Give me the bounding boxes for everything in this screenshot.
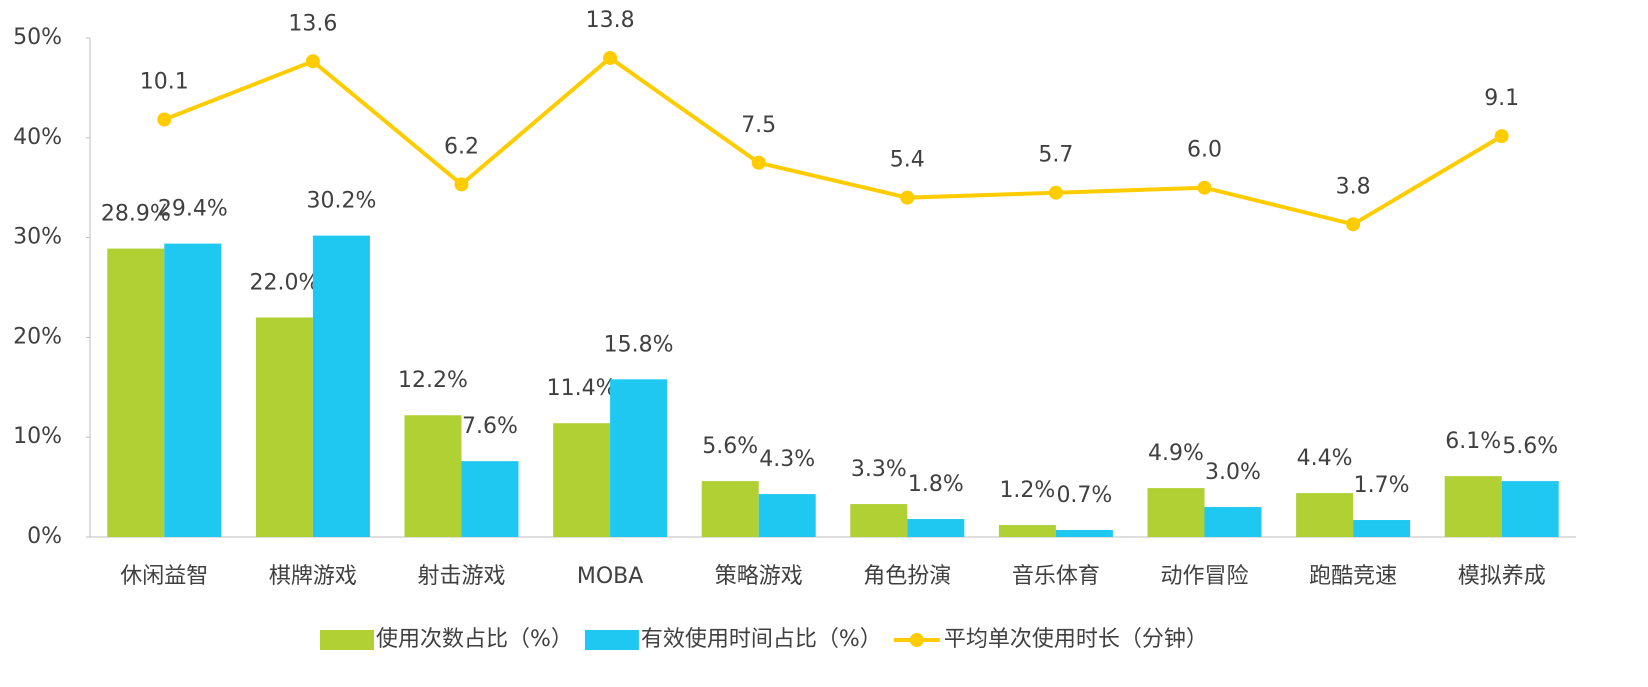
line-point [157, 112, 172, 127]
bar [610, 379, 668, 537]
legend-swatch [584, 630, 639, 650]
bar [1055, 530, 1113, 537]
legend-swatch [909, 633, 924, 647]
data-label: 3.8 [1336, 174, 1371, 199]
data-label: 6.2 [444, 134, 479, 159]
data-label: 6.1% [1445, 429, 1501, 454]
x-tick-label: 休闲益智 [120, 564, 208, 589]
line-point [603, 50, 618, 65]
x-tick-label: MOBA [577, 564, 643, 589]
bar [701, 481, 759, 537]
bar [1444, 476, 1502, 537]
line-point [1494, 129, 1509, 144]
x-tick-label: 角色扮演 [863, 564, 951, 589]
y-tick-label: 30% [13, 225, 62, 250]
data-label: 5.6% [1502, 434, 1558, 459]
data-label: 13.8 [586, 8, 635, 33]
y-tick-label: 40% [13, 125, 62, 150]
y-tick-label: 20% [13, 324, 62, 349]
legend-label: 使用次数占比（%） [376, 627, 573, 652]
line-point [1197, 180, 1212, 195]
data-label: 1.7% [1354, 473, 1410, 498]
bar [312, 235, 370, 537]
x-tick-label: 策略游戏 [715, 564, 803, 589]
bar [164, 243, 222, 537]
x-tick-label: 跑酷竞速 [1309, 564, 1397, 589]
bar [461, 461, 519, 537]
y-tick-label: 0% [27, 524, 62, 549]
data-label: 30.2% [306, 189, 376, 214]
legend-swatch [320, 630, 374, 650]
bar [1296, 493, 1354, 537]
bar [907, 519, 965, 537]
bar [758, 494, 816, 537]
bar [1204, 507, 1262, 537]
data-label: 1.2% [999, 478, 1055, 503]
data-label: 29.4% [158, 197, 228, 222]
legend-label: 平均单次使用时长（分钟） [944, 627, 1208, 652]
data-label: 4.9% [1148, 441, 1204, 466]
data-label: 0.7% [1056, 483, 1112, 508]
bar [553, 423, 611, 537]
data-label: 1.8% [908, 472, 964, 497]
data-label: 10.1 [140, 70, 189, 95]
line-point [900, 190, 915, 205]
x-tick-label: 模拟养成 [1458, 564, 1546, 589]
bar [1147, 488, 1205, 537]
data-label: 11.4% [547, 376, 617, 401]
line-point [1346, 217, 1361, 232]
line-point [305, 54, 320, 69]
x-tick-label: 动作冒险 [1160, 564, 1248, 589]
bar [850, 504, 908, 537]
legend-label: 有效使用时间占比（%） [641, 627, 882, 652]
data-label: 7.5 [741, 113, 776, 138]
data-label: 4.3% [759, 447, 815, 472]
data-label: 15.8% [604, 332, 674, 357]
data-label: 5.6% [702, 434, 758, 459]
data-label: 9.1 [1484, 86, 1519, 111]
data-label: 5.4 [890, 148, 925, 173]
x-tick-label: 音乐体育 [1012, 564, 1100, 589]
bar [404, 415, 462, 537]
data-label: 28.9% [101, 202, 171, 227]
x-tick-label: 棋牌游戏 [269, 564, 357, 589]
line-point [751, 155, 766, 170]
data-label: 3.0% [1205, 460, 1261, 485]
data-label: 5.7 [1038, 143, 1073, 168]
bar [255, 317, 313, 537]
line [163, 55, 1503, 227]
data-label: 4.4% [1297, 446, 1353, 471]
line-point [454, 177, 469, 192]
line-point [1048, 185, 1063, 200]
data-label: 12.2% [398, 368, 468, 393]
bar [1353, 520, 1411, 537]
data-label: 22.0% [249, 270, 319, 295]
y-tick-label: 10% [13, 424, 62, 449]
x-tick-label: 射击游戏 [417, 564, 505, 589]
bar [107, 248, 165, 537]
data-label: 7.6% [462, 414, 518, 439]
bar [1501, 481, 1559, 537]
data-label: 3.3% [851, 457, 907, 482]
bar [998, 525, 1056, 537]
data-label: 6.0 [1187, 138, 1222, 163]
data-label: 13.6 [288, 11, 337, 36]
y-tick-label: 50% [13, 25, 62, 50]
